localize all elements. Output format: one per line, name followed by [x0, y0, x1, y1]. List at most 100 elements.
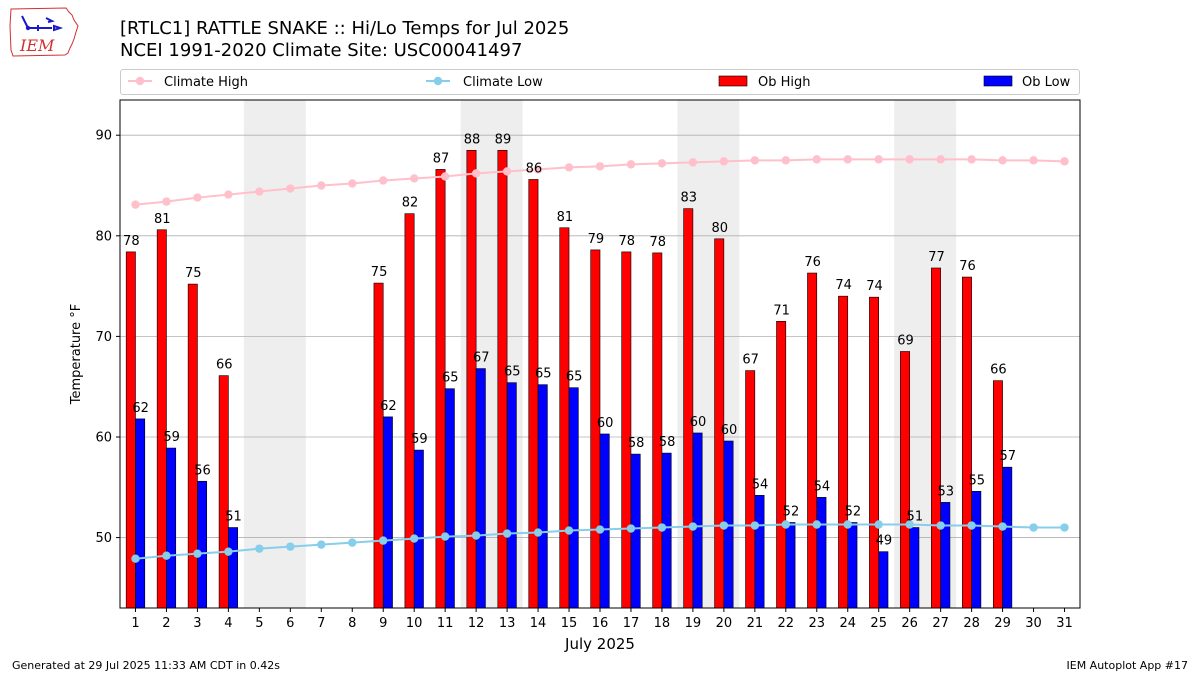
x-tick-label: 27 [932, 616, 949, 631]
climate-low-point [348, 538, 357, 547]
ob-high-bar [838, 295, 849, 609]
ob-high-bar [373, 282, 384, 609]
ob-high-label: 88 [464, 132, 481, 147]
ob-high-label: 78 [650, 235, 667, 250]
climate-low-point [162, 551, 171, 560]
ob-low-bar [197, 480, 208, 609]
ob-low-label: 59 [163, 430, 180, 445]
app-credit: IEM Autoplot App #17 [1066, 659, 1189, 672]
climate-high-point [131, 200, 140, 209]
x-tick-label: 19 [685, 616, 702, 631]
y-axis-label: Temperature °F [69, 304, 84, 405]
ob-low-label: 54 [814, 479, 831, 494]
climate-low-point [874, 520, 883, 529]
ob-low-bar [692, 432, 703, 609]
ob-low-bar [568, 387, 579, 609]
ob-low-bar [1002, 466, 1013, 609]
climate-low-point [781, 520, 791, 529]
climate-high-point [162, 197, 171, 206]
x-tick-label: 30 [1025, 616, 1042, 631]
legend-ob-high-swatch [718, 75, 748, 87]
legend [120, 69, 1080, 95]
ob-low-bar [909, 527, 920, 609]
ob-high-label: 81 [154, 212, 171, 227]
ob-low-label: 65 [535, 367, 552, 382]
ob-high-label: 89 [495, 132, 512, 147]
ob-low-label: 65 [504, 365, 521, 380]
ob-high-bar [869, 296, 880, 609]
ob-low-label: 52 [783, 504, 800, 519]
ob-high-label: 81 [557, 210, 574, 225]
iem-logo: IEM [9, 7, 79, 57]
climate-low-point [533, 528, 543, 537]
ob-low-label: 58 [659, 435, 676, 450]
climate-high-point [193, 193, 202, 202]
climate-low-point [998, 522, 1007, 531]
ob-low-label: 62 [380, 399, 397, 414]
climate-high-point [967, 155, 976, 164]
climate-low-point [843, 520, 852, 529]
ob-high-label: 76 [804, 255, 821, 270]
x-tick-label: 25 [870, 616, 887, 631]
climate-low-point [1029, 523, 1038, 532]
ob-high-label: 69 [897, 333, 914, 348]
climate-high-point [719, 157, 729, 166]
ob-low-label: 65 [442, 371, 459, 386]
x-tick-label: 8 [348, 616, 356, 631]
iowa-state-outline-icon [9, 7, 79, 57]
ob-low-label: 62 [132, 401, 149, 416]
legend-ob-low-label: Ob Low [1022, 75, 1071, 90]
ob-high-label: 74 [866, 279, 883, 294]
climate-low-point [193, 549, 202, 558]
x-tick-label: 10 [406, 616, 423, 631]
weather-station-icon [21, 15, 64, 32]
ob-high-bar [621, 251, 632, 609]
climate-low-point [626, 524, 636, 533]
ob-high-bar [435, 169, 446, 609]
ob-high-bar [992, 380, 1003, 609]
y-tick-label: 70 [95, 330, 112, 345]
ob-low-label: 60 [721, 423, 738, 438]
ob-high-bar [218, 375, 229, 609]
climate-low-point [131, 554, 140, 563]
ob-low-label: 51 [907, 510, 924, 525]
legend-climate-low-marker [433, 76, 443, 86]
climate-low-point [224, 547, 233, 556]
ob-low-label: 53 [938, 484, 955, 499]
y-tick-label: 60 [95, 430, 112, 445]
climate-high-point [874, 155, 883, 164]
ob-high-label: 75 [185, 266, 202, 281]
climate-low-point [440, 532, 450, 541]
x-tick-label: 1 [131, 616, 139, 631]
ob-low-label: 56 [194, 463, 211, 478]
climate-low-point [471, 531, 481, 540]
ob-high-bar [156, 229, 167, 609]
x-tick-label: 20 [716, 616, 733, 631]
ob-low-bar [135, 418, 146, 609]
climate-high-point [812, 155, 821, 164]
generated-timestamp: Generated at 29 Jul 2025 11:33 AM CDT in… [12, 659, 280, 672]
climate-high-point [317, 181, 326, 190]
ob-high-label: 78 [123, 234, 140, 249]
climate-high-point [998, 156, 1007, 165]
ob-high-label: 66 [216, 358, 233, 373]
climate-low-point [1060, 523, 1069, 532]
ob-high-label: 78 [619, 234, 636, 249]
climate-high-point [1060, 157, 1069, 166]
climate-high-point [595, 162, 605, 171]
logo-text: IEM [19, 36, 55, 55]
ob-high-label: 66 [990, 363, 1007, 378]
ob-low-label: 59 [411, 432, 428, 447]
climate-high-point [564, 163, 574, 172]
x-tick-label: 3 [193, 616, 201, 631]
ob-low-label: 54 [752, 477, 769, 492]
climate-high-point [286, 184, 295, 193]
ob-low-bar [754, 495, 765, 609]
x-tick-label: 22 [778, 616, 795, 631]
x-tick-label: 29 [994, 616, 1011, 631]
climate-high-point [348, 179, 357, 188]
x-tick-label: 14 [530, 616, 547, 631]
station-dot-icon [25, 25, 31, 31]
x-tick-label: 7 [317, 616, 325, 631]
ob-high-label: 80 [711, 221, 728, 236]
